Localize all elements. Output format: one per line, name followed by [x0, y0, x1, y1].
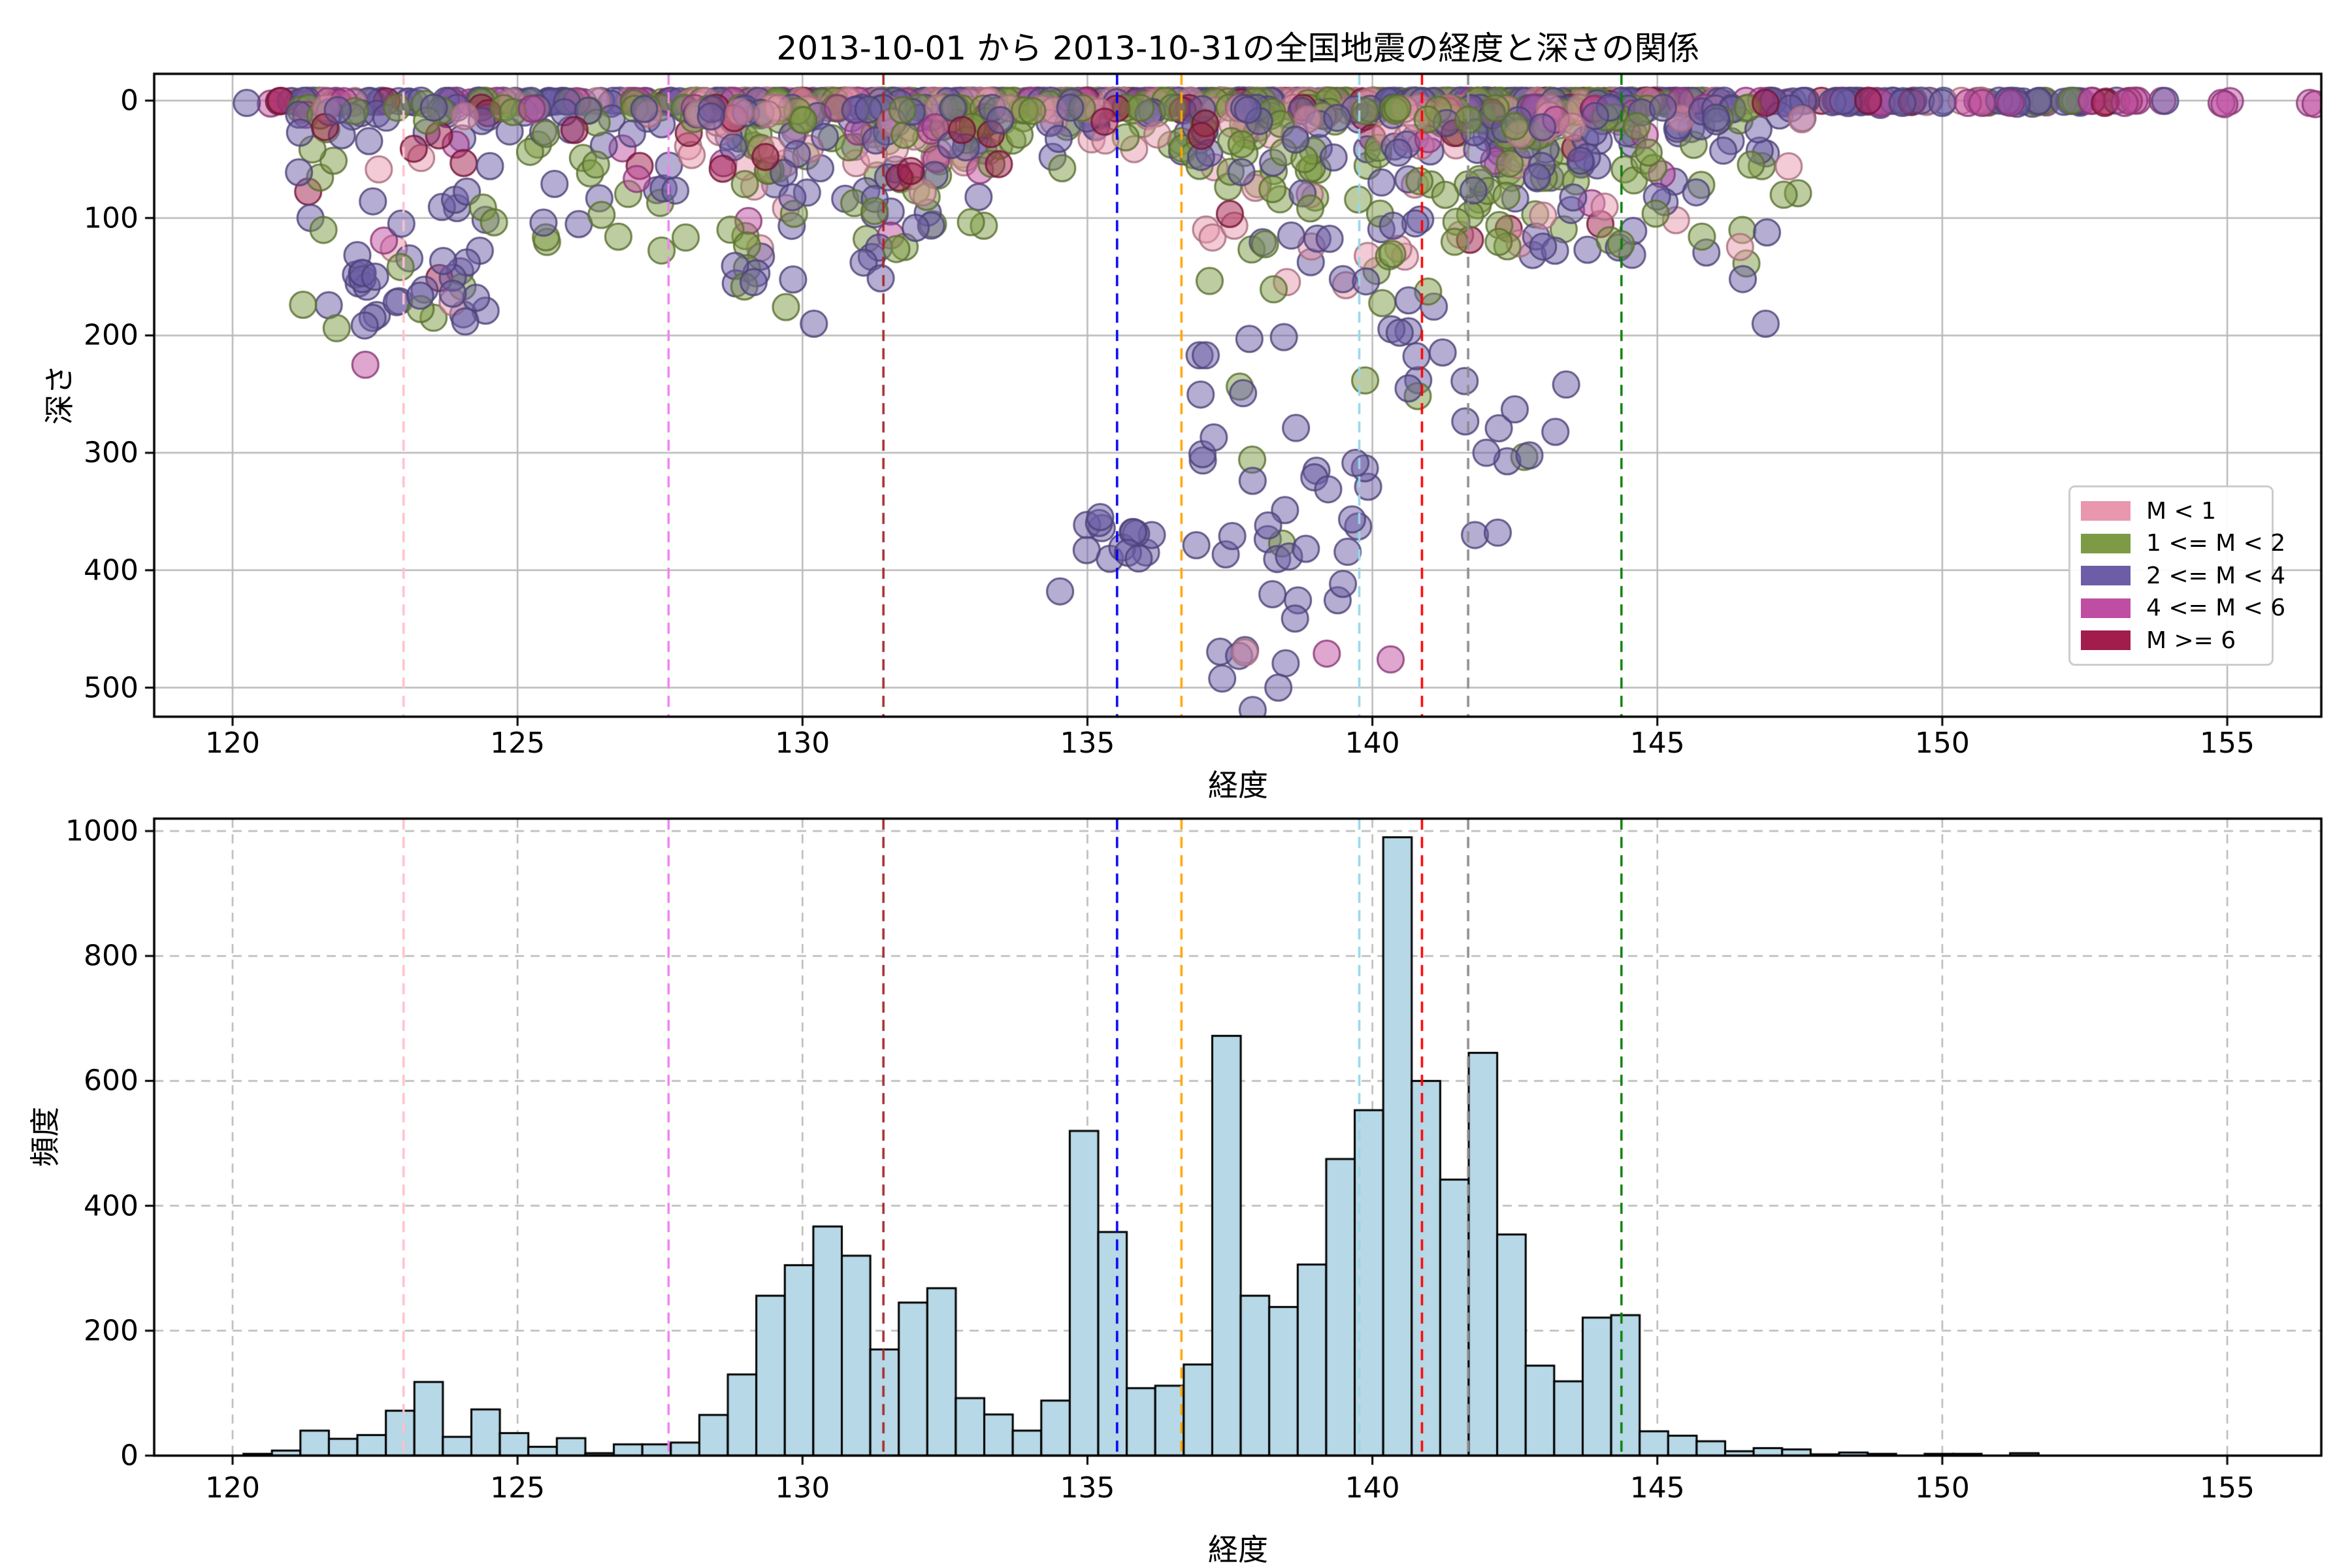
- figure-title: 2013-10-01 から 2013-10-31の全国地震の経度と深さの関係: [776, 29, 1700, 67]
- histogram-x-tick: 120: [205, 1471, 260, 1505]
- legend-label: M < 1: [2146, 497, 2217, 525]
- histogram-y-tick: 200: [84, 1314, 139, 1348]
- histogram-x-tick: 155: [2200, 1471, 2255, 1505]
- scatter-x-axis-label: 経度: [1208, 768, 1268, 803]
- legend-label: 2 <= M < 4: [2146, 562, 2286, 589]
- histogram-y-tick: 0: [120, 1439, 139, 1473]
- legend-item: M < 1: [2081, 497, 2261, 525]
- legend-item: 2 <= M < 4: [2081, 561, 2285, 590]
- legend-item: 1 <= M < 2: [2081, 529, 2285, 558]
- scatter-x-tick: 125: [490, 727, 546, 760]
- scatter-y-tick: 0: [120, 84, 139, 118]
- scatter-x-tick: 155: [2200, 727, 2255, 760]
- histogram-x-axis-label: 経度: [1208, 1532, 1268, 1567]
- scatter-x-tick: 145: [1629, 727, 1685, 760]
- legend-swatch-icon: [2081, 598, 2131, 618]
- scatter-x-tick: 150: [1914, 727, 1970, 760]
- histogram-y-tick: 600: [84, 1064, 139, 1098]
- scatter-y-tick: 200: [84, 318, 139, 352]
- magnitude-legend: M < 1 1 <= M < 2 2 <= M < 4 4 <= M < 6 M >= …: [2068, 485, 2285, 666]
- scatter-x-tick: 135: [1060, 727, 1115, 760]
- legend-label: 4 <= M < 6: [2146, 595, 2286, 621]
- legend-label: 1 <= M < 2: [2146, 530, 2286, 557]
- histogram-y-axis-label: 頻度: [27, 1107, 63, 1167]
- histogram-x-tick: 145: [1629, 1471, 1685, 1505]
- scatter-y-tick: 400: [84, 553, 139, 587]
- histogram-x-tick: 130: [775, 1471, 830, 1505]
- legend-swatch-icon: [2081, 630, 2131, 650]
- histogram-y-tick: 400: [84, 1189, 139, 1223]
- histogram-y-tick: 1000: [65, 814, 139, 848]
- legend-label: M >= 6: [2146, 627, 2236, 654]
- legend-swatch-icon: [2081, 533, 2131, 553]
- histogram-y-tick: 800: [84, 939, 139, 973]
- scatter-x-tick: 120: [205, 727, 260, 760]
- legend-item: M >= 6: [2081, 626, 2261, 655]
- scatter-x-tick: 140: [1345, 727, 1400, 760]
- legend-swatch-icon: [2081, 566, 2131, 585]
- scatter-y-axis-label: 深さ: [42, 365, 77, 425]
- histogram-x-tick: 150: [1914, 1471, 1970, 1505]
- legend-swatch-icon: [2081, 501, 2131, 521]
- scatter-x-tick: 130: [775, 727, 830, 760]
- scatter-y-tick: 500: [84, 671, 139, 704]
- histogram-x-tick: 135: [1060, 1471, 1115, 1505]
- legend-item: 4 <= M < 6: [2081, 594, 2285, 623]
- scatter-y-tick: 300: [84, 436, 139, 470]
- scatter-y-tick: 100: [84, 201, 139, 235]
- histogram-x-tick: 140: [1345, 1471, 1400, 1505]
- histogram-x-tick: 125: [490, 1471, 546, 1505]
